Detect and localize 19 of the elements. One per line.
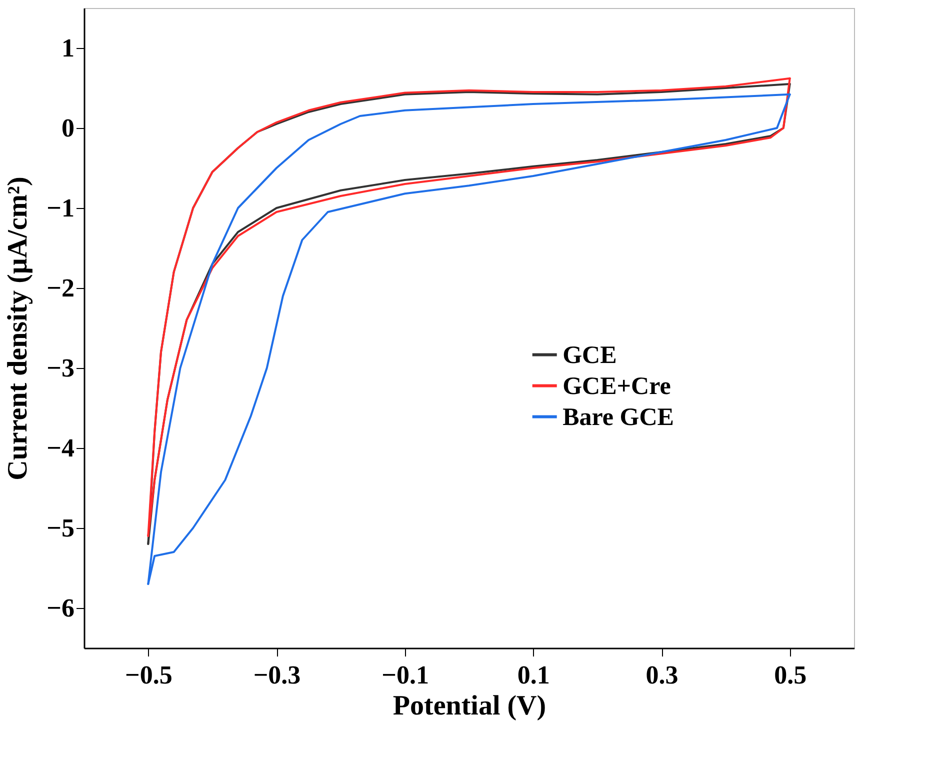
x-tick-label: 0.3 [646, 660, 678, 690]
y-axis-title: Current density (μA/cm²) [2, 176, 34, 480]
x-tick-label: 0.1 [517, 660, 550, 690]
y-tick-label: −6 [46, 594, 74, 622]
x-axis-title: Potential (V) [392, 690, 546, 722]
legend-label: GCE+Cre [562, 372, 671, 400]
y-tick-label: −4 [46, 434, 74, 462]
legend-label: Bare GCE [562, 404, 674, 431]
y-tick-label: −5 [46, 514, 74, 542]
legend-label: GCE [562, 342, 617, 369]
y-tick-label: −3 [46, 354, 74, 382]
x-tick-label: −0.5 [125, 660, 172, 690]
y-tick-label: 0 [62, 114, 74, 142]
y-tick-label: −2 [46, 274, 74, 302]
x-tick-label: −0.1 [382, 660, 429, 690]
y-tick-label: 1 [62, 34, 74, 62]
x-tick-label: −0.3 [253, 660, 301, 690]
y-tick-label: −1 [46, 194, 74, 222]
x-tick-label: 0.5 [774, 660, 807, 690]
